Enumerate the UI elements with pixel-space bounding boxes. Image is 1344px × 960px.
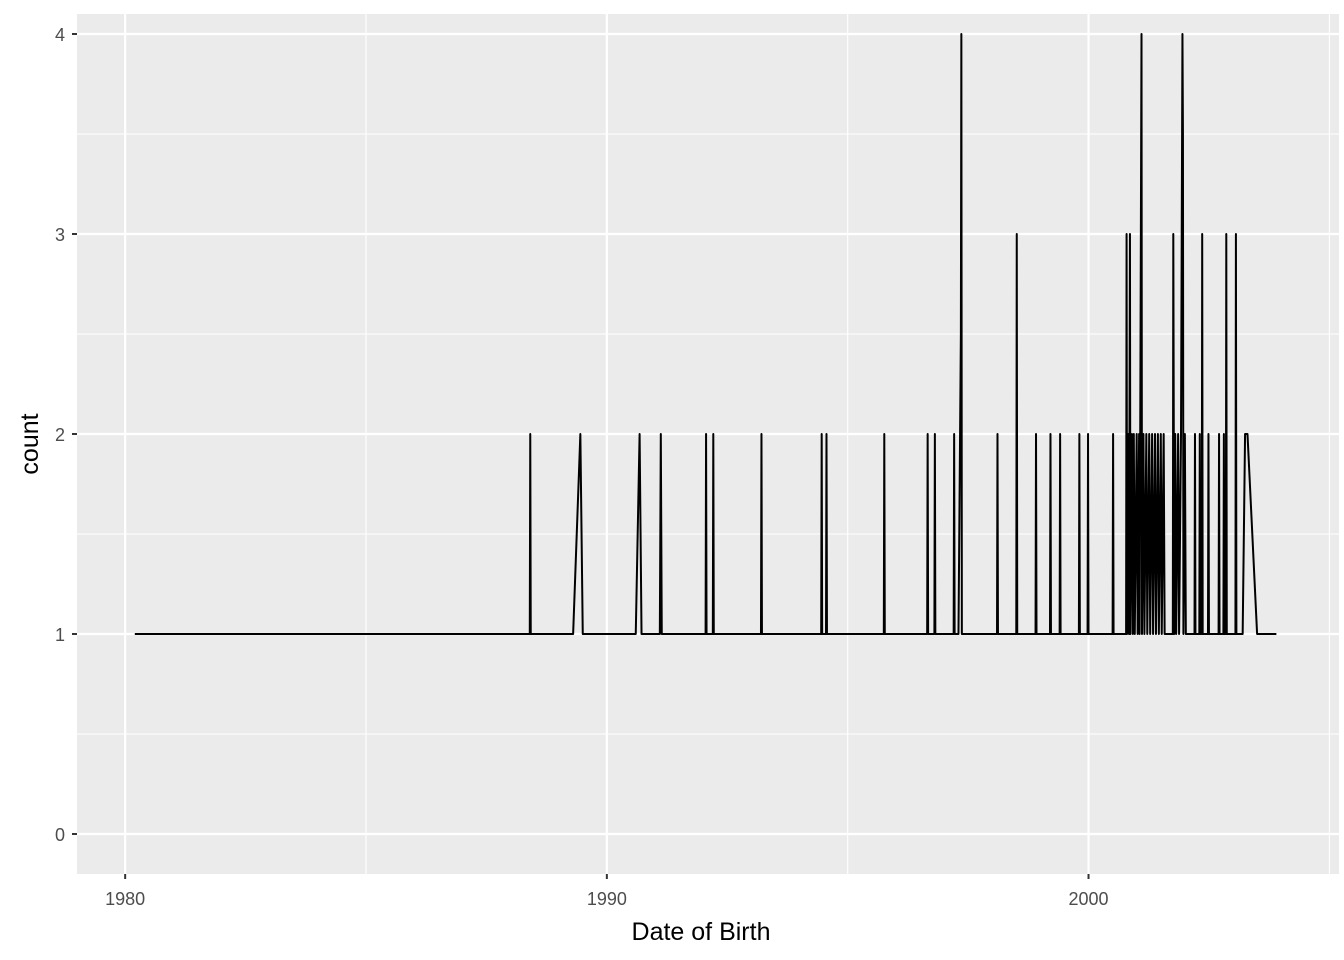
x-axis: 1980 1990 2000	[105, 874, 1109, 909]
minor-gridlines	[77, 14, 1339, 874]
series-line	[134, 33, 1277, 635]
y-tick-label: 2	[55, 425, 65, 445]
y-tick-label: 4	[55, 25, 65, 45]
series-layer	[134, 33, 1277, 635]
x-tick-label: 2000	[1069, 889, 1109, 909]
y-axis: 0 1 2 3 4	[55, 25, 77, 845]
y-tick-label: 0	[55, 825, 65, 845]
x-axis-title: Date of Birth	[632, 918, 771, 946]
y-axis-title: count	[16, 413, 44, 474]
y-tick-label: 1	[55, 625, 65, 645]
x-tick-label: 1980	[105, 889, 145, 909]
x-tick-label: 1990	[587, 889, 627, 909]
y-tick-label: 3	[55, 225, 65, 245]
